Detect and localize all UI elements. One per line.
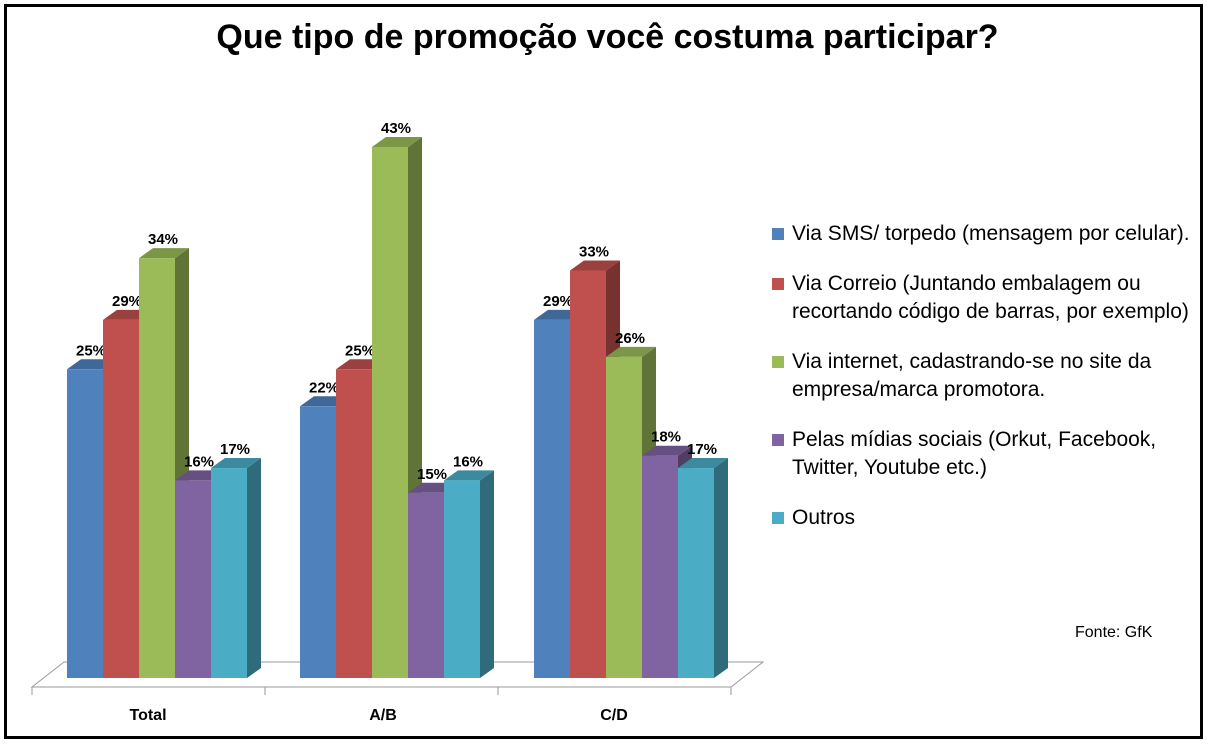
legend-label-internet: Via internet, cadastrando-se no site da … <box>792 350 1152 401</box>
legend-label-correio: Via Correio (Juntando embalagem ou recor… <box>792 272 1189 323</box>
data-label: 22% <box>309 379 339 396</box>
legend-swatch-correio <box>772 278 784 290</box>
bar <box>534 319 570 678</box>
data-label: 15% <box>417 466 447 483</box>
bar <box>642 455 678 678</box>
bar <box>175 480 211 678</box>
bar <box>570 270 606 678</box>
bar <box>67 369 103 678</box>
source-note: Fonte: GfK <box>1075 624 1153 641</box>
x-tick-label: C/D <box>600 707 628 724</box>
bar <box>606 356 642 678</box>
legend-label-outros: Outros <box>792 506 856 529</box>
bar <box>300 406 336 678</box>
bar-top <box>211 458 261 469</box>
legend: Via SMS/ torpedo (mensagem por celular).… <box>772 220 1192 554</box>
bar <box>103 319 139 678</box>
bar <box>408 492 444 678</box>
legend-label-sms: Via SMS/ torpedo (mensagem por celular). <box>792 222 1190 245</box>
data-label: 18% <box>651 429 681 446</box>
bar-top <box>606 346 656 357</box>
bar-top <box>139 248 189 259</box>
data-label: 26% <box>615 330 645 347</box>
data-label: 25% <box>345 342 375 359</box>
legend-swatch-sms <box>772 228 784 240</box>
bar <box>444 480 480 678</box>
bar-top <box>372 136 422 147</box>
data-label: 34% <box>148 231 178 248</box>
legend-item-sms: Via SMS/ torpedo (mensagem por celular). <box>772 220 1192 248</box>
bar <box>372 146 408 678</box>
legend-swatch-outros <box>772 512 784 524</box>
legend-item-midias-sociais: Pelas mídias sociais (Orkut, Facebook, T… <box>772 426 1192 482</box>
bar <box>139 258 175 678</box>
bar <box>336 369 372 678</box>
legend-label-midias-sociais: Pelas mídias sociais (Orkut, Facebook, T… <box>792 428 1157 479</box>
bar-side <box>480 470 494 678</box>
data-label: 17% <box>687 441 717 458</box>
data-label: 43% <box>381 120 411 137</box>
bar-side <box>714 458 728 678</box>
data-label: 25% <box>76 342 106 359</box>
bar-top <box>642 445 692 456</box>
data-label: 29% <box>112 293 142 310</box>
data-label: 33% <box>579 243 609 260</box>
x-tick-label: Total <box>129 707 166 724</box>
bar-side <box>247 458 261 678</box>
bar-top <box>444 470 494 481</box>
bar-top <box>678 458 728 469</box>
legend-swatch-internet <box>772 356 784 368</box>
data-label: 16% <box>453 453 483 470</box>
legend-item-internet: Via internet, cadastrando-se no site da … <box>772 348 1192 404</box>
bar <box>678 468 714 678</box>
bar <box>211 468 247 678</box>
legend-item-correio: Via Correio (Juntando embalagem ou recor… <box>772 270 1192 326</box>
bar-top <box>570 260 620 271</box>
legend-swatch-midias-sociais <box>772 434 784 446</box>
legend-item-outros: Outros <box>772 504 1192 532</box>
x-tick-label: A/B <box>369 707 397 724</box>
chart-title: Que tipo de promoção você costuma partic… <box>216 18 999 56</box>
data-label: 17% <box>220 441 250 458</box>
data-label: 16% <box>184 453 214 470</box>
data-label: 29% <box>543 293 573 310</box>
